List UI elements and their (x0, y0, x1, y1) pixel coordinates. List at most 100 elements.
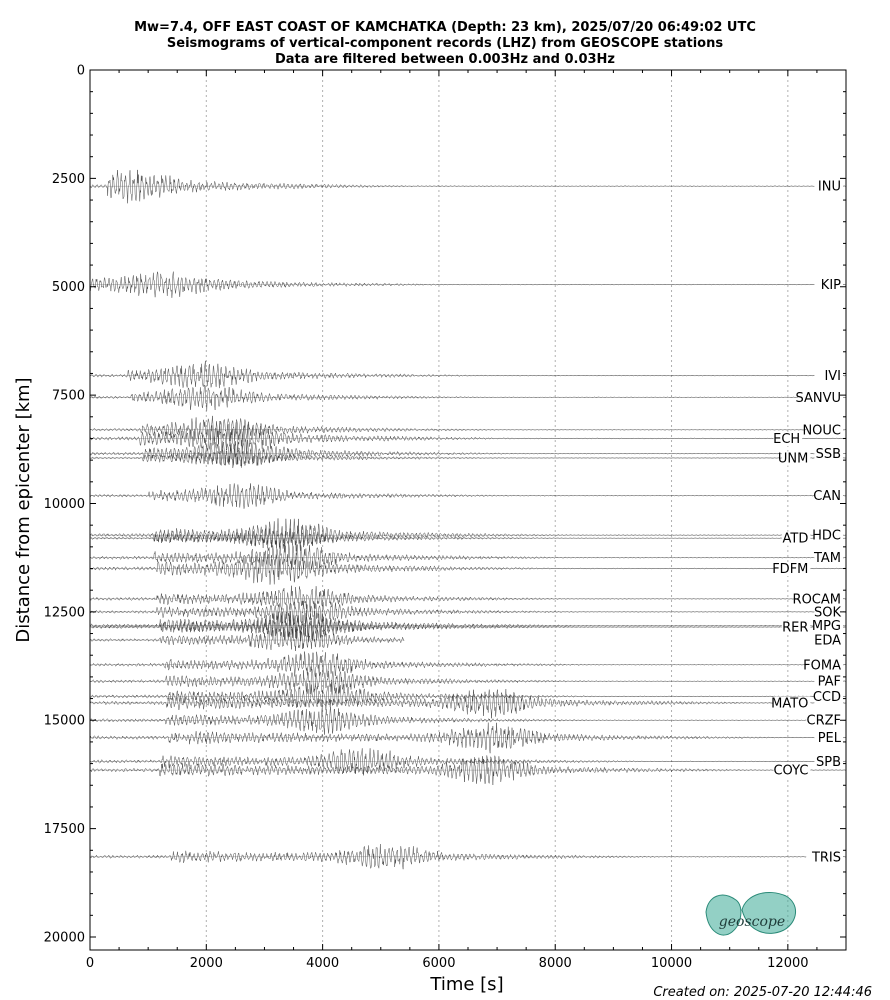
station-label-bg (814, 605, 843, 620)
trace-eda (89, 627, 405, 652)
x-tick-label: 0 (86, 956, 94, 971)
y-tick-label: 20000 (44, 930, 85, 945)
y-tick-label: 5000 (52, 280, 85, 295)
station-label-nouc: NOUC (802, 423, 841, 438)
y-axis-label: Distance from epicenter [km] (13, 377, 34, 642)
station-label-rocam: ROCAM (793, 592, 841, 607)
station-label-bg (814, 447, 843, 462)
station-label-bg (806, 850, 843, 865)
station-label-bg (814, 369, 843, 384)
station-label-bg (814, 528, 843, 543)
y-tick-label: 15000 (44, 714, 85, 729)
station-label-bg (814, 754, 843, 769)
station-label-sanvu: SANVU (795, 391, 841, 406)
station-label-atd: ATD (783, 532, 809, 547)
logo-left-lobe (705, 894, 742, 936)
station-label-bg (806, 423, 843, 438)
station-label-paf: PAF (818, 675, 841, 690)
station-label-bg (781, 531, 811, 546)
station-label-sok: SOK (814, 605, 841, 620)
station-label-ssb: SSB (816, 447, 841, 462)
trace-rocam (89, 585, 847, 612)
created-on-text: Created on: 2025-07-20 12:44:46 (653, 985, 872, 1000)
plot-frame (89, 69, 847, 951)
geoscope-logo: geoscope (705, 892, 796, 936)
station-label-inu: INU (818, 180, 841, 195)
station-label-foma: FOMA (803, 658, 841, 673)
grid-lines (205, 70, 789, 950)
station-label-can: CAN (813, 489, 841, 504)
y-tick-label: 10000 (44, 497, 85, 512)
trace-sok (89, 600, 847, 625)
trace-kip (89, 271, 847, 298)
chart-title-line-3: Data are filtered between 0.003Hz and 0.… (275, 52, 615, 67)
station-label-fdfm: FDFM (772, 562, 808, 577)
station-label-bg (773, 763, 811, 778)
y-tick-label: 17500 (44, 822, 85, 837)
seismogram-traces (89, 169, 847, 870)
station-label-hdc: HDC (812, 529, 841, 544)
chart-title-line-2: Seismograms of vertical-component record… (167, 36, 723, 51)
y-tick-label: 12500 (44, 605, 85, 620)
station-label-bg (781, 451, 811, 466)
y-tick-label: 2500 (52, 172, 85, 187)
station-label-bg (814, 278, 843, 293)
station-label-ech: ECH (773, 432, 800, 447)
station-label-tris: TRIS (811, 850, 841, 865)
station-label-rer: RER (782, 621, 808, 636)
station-label-tam: TAM (813, 551, 841, 566)
x-tick-label: 10000 (651, 956, 692, 971)
chart-title-line-1: Mw=7.4, OFF EAST COAST OF KAMCHATKA (Dep… (134, 20, 756, 35)
station-label-coyc: COYC (773, 764, 808, 779)
x-tick-label: 8000 (539, 956, 572, 971)
axis-ticks: 0 2000 4000 6000 8000 10000 12000 0 2500 5000 7500… (44, 64, 846, 971)
station-label-mpg: MPG (812, 619, 841, 634)
x-axis-label: Time [s] (429, 974, 503, 995)
station-label-bg (798, 390, 843, 405)
station-label-mato: MATO (771, 696, 808, 711)
trace-crzf (89, 706, 847, 735)
trace-pel (89, 722, 847, 754)
station-label-pel: PEL (818, 731, 842, 746)
station-label-eda: EDA (814, 634, 841, 649)
trace-can (89, 483, 846, 509)
station-label-bg (814, 489, 843, 504)
station-label-bg (781, 620, 811, 635)
station-label-bg (806, 713, 843, 728)
x-tick-label: 12000 (767, 956, 808, 971)
y-tick-label: 0 (77, 64, 85, 79)
trace-coyc (89, 755, 847, 786)
station-label-bg (773, 431, 803, 446)
station-label-ccd: CCD (813, 690, 841, 705)
y-tick-label: 7500 (52, 389, 85, 404)
trace-inu (89, 169, 847, 204)
trace-foma (89, 651, 847, 678)
station-label-bg (798, 592, 843, 607)
station-label-crzf: CRZF (807, 714, 842, 729)
trace-tam (89, 542, 846, 572)
trace-sanvu (89, 384, 847, 411)
trace-spb (89, 748, 847, 776)
station-label-unm: UNM (778, 451, 808, 466)
x-tick-label: 2000 (190, 956, 223, 971)
trace-hdc (89, 518, 846, 552)
station-label-bg (814, 731, 843, 746)
trace-paf (89, 668, 847, 695)
station-label-bg (814, 674, 843, 689)
station-label-ivi: IVI (824, 369, 841, 384)
station-label-bg (814, 633, 843, 648)
station-label-bg (773, 696, 811, 711)
station-label-bg (814, 619, 843, 634)
station-label-bg (814, 179, 843, 194)
station-label-bg (814, 689, 843, 704)
station-label-bg (814, 551, 843, 566)
x-tick-label: 4000 (306, 956, 339, 971)
logo-right-lobe (741, 892, 796, 934)
logo-text: geoscope (719, 914, 785, 930)
station-label-bg (773, 562, 811, 577)
station-label-bg (806, 658, 843, 673)
trace-ivi (89, 360, 846, 389)
